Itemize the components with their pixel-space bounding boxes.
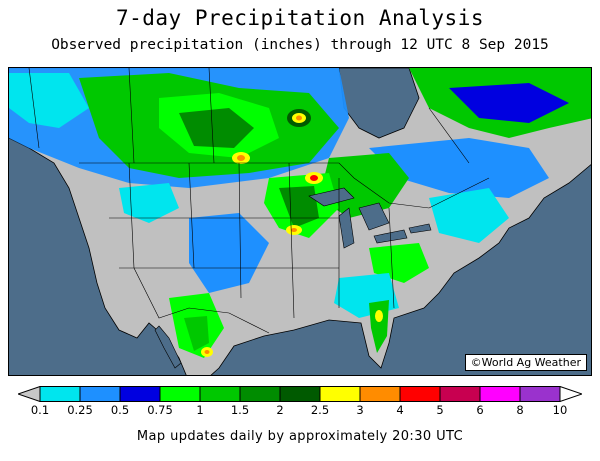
great-lakes (308, 187, 432, 249)
legend-swatch (119, 386, 161, 402)
legend-swatch (79, 386, 121, 402)
legend-labels: 0.1 0.25 0.5 0.75 1 1.5 2 2.5 3 4 5 6 8 10 (18, 403, 582, 417)
legend-tick-label: 6 (476, 403, 484, 417)
legend-tick-label: 10 (552, 403, 568, 417)
legend-tick-label: 8 (516, 403, 524, 417)
legend-swatch (279, 386, 321, 402)
legend-swatch (399, 386, 441, 402)
map-title: 7-day Precipitation Analysis (115, 6, 484, 30)
legend-tick-label: 1.5 (230, 403, 250, 417)
color-legend (18, 386, 582, 402)
update-note: Map updates daily by approximately 20:30… (136, 429, 464, 444)
legend-swatch (479, 386, 521, 402)
legend-tick-label: 2 (276, 403, 284, 417)
legend-swatch (199, 386, 241, 402)
legend-swatch (39, 386, 81, 402)
map-canvas (9, 68, 591, 375)
legend-swatch (18, 386, 41, 402)
gulf-of-california (154, 325, 182, 369)
precipitation-map: ©World Ag Weather (8, 67, 592, 376)
map-subtitle: Observed precipitation (inches) through … (51, 37, 549, 53)
legend-tick-label: 1 (196, 403, 204, 417)
legend-swatch (359, 386, 401, 402)
copyright-credit: ©World Ag Weather (464, 354, 587, 371)
political-boundaries (28, 68, 490, 334)
legend-tick-label: 0.1 (30, 403, 50, 417)
legend-swatch (159, 386, 201, 402)
legend-swatch (439, 386, 481, 402)
legend-swatch (559, 386, 582, 402)
legend-swatch (519, 386, 561, 402)
legend-tick-label: 0.25 (67, 403, 93, 417)
legend-tick-label: 2.5 (310, 403, 330, 417)
legend-tick-label: 4 (396, 403, 404, 417)
legend-tick-label: 5 (436, 403, 444, 417)
legend-tick-label: 0.75 (147, 403, 173, 417)
legend-swatch (239, 386, 281, 402)
legend-tick-label: 3 (356, 403, 364, 417)
legend-tick-label: 0.5 (110, 403, 130, 417)
legend-swatch (319, 386, 361, 402)
